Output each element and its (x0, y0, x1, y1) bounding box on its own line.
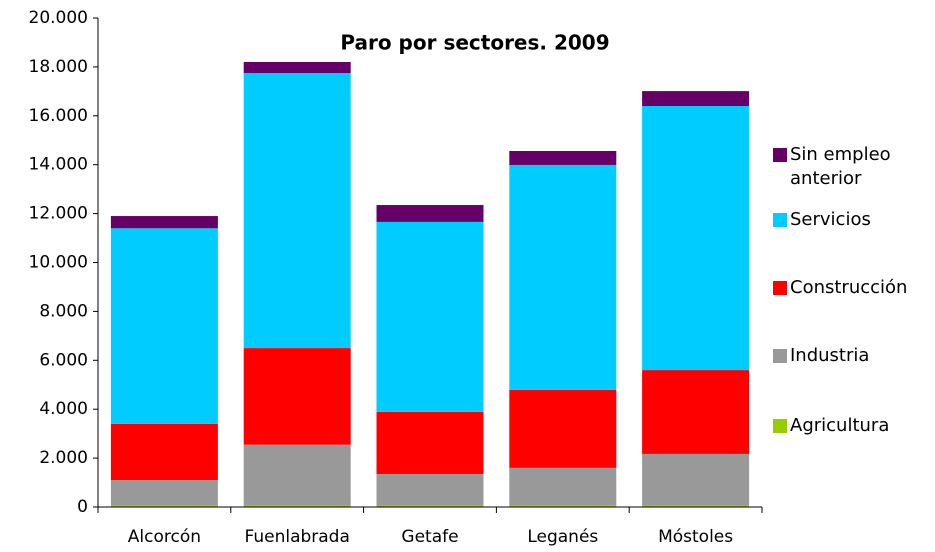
x-tick-label: Getafe (401, 527, 458, 547)
y-tick-label: 14.000 (29, 155, 88, 175)
x-tick-label: Alcorcón (128, 527, 201, 547)
bar-segment (642, 505, 750, 507)
bar-segment (642, 453, 750, 506)
chart-title: Paro por sectores. 2009 (340, 31, 609, 55)
legend-label: Agricultura (790, 415, 890, 436)
bar-segment (243, 348, 351, 445)
legend-entry: Servicios (790, 209, 871, 230)
legend-entry: Agricultura (790, 415, 890, 436)
legend-entry: Sin empleo anterior (790, 144, 891, 189)
legend-label: Construcción (790, 277, 908, 298)
bar-segment (110, 216, 218, 229)
y-tick-label: 4.000 (39, 399, 88, 419)
y-tick-label: 18.000 (29, 57, 88, 77)
legend-entry: Construcción (790, 277, 908, 298)
y-tick-label: 6.000 (39, 350, 88, 370)
y-tick-label: 12.000 (29, 204, 88, 224)
legend-swatch (773, 349, 787, 363)
bar-segment (509, 505, 617, 507)
y-tick-label: 8.000 (39, 301, 88, 321)
bar-segment (243, 62, 351, 74)
bar-segment (642, 106, 750, 371)
legend-swatch (773, 419, 787, 433)
legend-swatch (773, 148, 787, 162)
bar-segment (243, 73, 351, 349)
legend-label: Industria (790, 345, 870, 366)
bar-segment (110, 423, 218, 481)
legend-swatch (773, 281, 787, 295)
x-tick-label: Leganés (527, 527, 598, 547)
y-tick-label: 2.000 (39, 448, 88, 468)
x-tick-label: Fuenlabrada (244, 527, 349, 547)
bar-segment (509, 164, 617, 390)
bar-segment (509, 389, 617, 468)
bar-segment (642, 370, 750, 454)
bar-segment (376, 473, 484, 506)
bar-segment (376, 205, 484, 222)
legend-swatch (773, 213, 787, 227)
legend-entry: Industria (790, 345, 870, 366)
legend-label: Sin empleo anterior (790, 144, 891, 189)
bar-segment (642, 91, 750, 107)
y-tick-label: 20.000 (29, 8, 88, 28)
x-tick-label: Móstoles (658, 527, 733, 547)
bar-segment (376, 505, 484, 507)
bar-segment (110, 228, 218, 424)
bar-segment (110, 505, 218, 507)
legend-label: Servicios (790, 209, 871, 230)
bar-segment (376, 221, 484, 412)
bar-segment (509, 151, 617, 165)
bar-segment (243, 505, 351, 507)
bar-segment (243, 444, 351, 506)
bar-segment (110, 480, 218, 506)
y-tick-label: 0 (77, 497, 88, 517)
y-tick-label: 10.000 (29, 253, 88, 273)
y-tick-label: 16.000 (29, 106, 88, 126)
bar-segment (509, 467, 617, 506)
bar-segment (376, 411, 484, 474)
